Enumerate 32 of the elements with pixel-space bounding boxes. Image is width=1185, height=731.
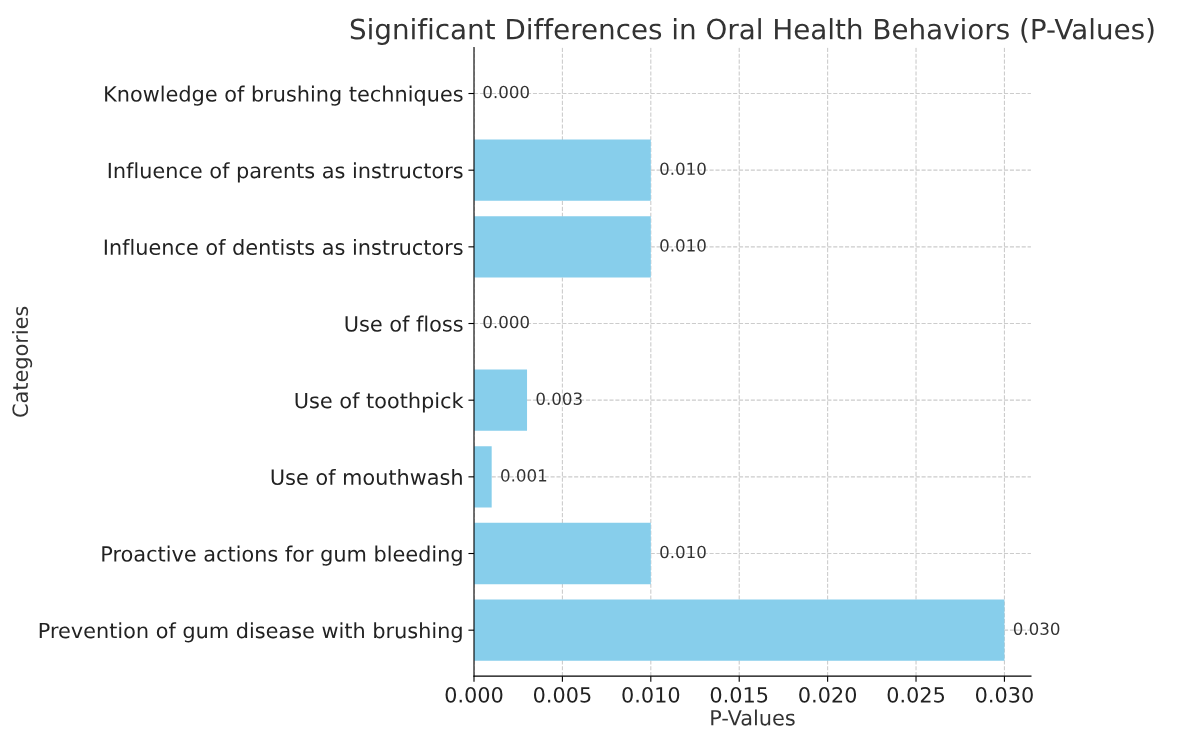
data-label: 0.030: [1013, 622, 1060, 636]
bar: [474, 139, 651, 201]
bar: [474, 369, 528, 431]
y-axis-title: Categories: [12, 306, 33, 417]
y-tick-label: Use of mouthwash: [271, 468, 462, 486]
y-tick-label: Prevention of gum disease with brushing: [39, 622, 462, 643]
data-label: 0.003: [536, 392, 582, 406]
bar: [474, 216, 651, 278]
data-label: 0.010: [660, 545, 706, 559]
bar: [474, 446, 492, 508]
y-tick-label: Proactive actions for gum bleeding: [102, 545, 462, 566]
bar: [474, 599, 1005, 661]
x-tick-label: 0.005: [533, 686, 591, 703]
x-tick-label: 0.010: [622, 686, 680, 703]
y-tick-label: Influence of dentists as instructors: [104, 238, 463, 256]
data-label: 0.010: [660, 162, 706, 176]
data-label: 0.000: [483, 85, 529, 99]
y-tick-label: Influence of parents as instructors: [108, 162, 463, 183]
x-tick-label: 0.000: [445, 686, 503, 703]
x-tick-label: 0.030: [975, 686, 1033, 703]
x-tick-label: 0.025: [887, 686, 945, 703]
chart-title: Significant Differences in Oral Health Behaviors (P-Values): [350, 18, 1154, 45]
x-tick-label: 0.015: [710, 686, 768, 703]
data-label: 0.001: [501, 469, 547, 482]
data-label: 0.010: [660, 239, 706, 252]
y-tick-label: Use of floss: [345, 315, 463, 332]
x-tick-label: 0.020: [799, 686, 857, 703]
data-label: 0.000: [483, 315, 529, 329]
bar: [474, 522, 651, 585]
y-tick-label: Use of toothpick: [295, 392, 464, 413]
y-tick-label: Knowledge of brushing techniques: [105, 85, 463, 106]
x-axis-title: P-Values: [711, 709, 795, 726]
